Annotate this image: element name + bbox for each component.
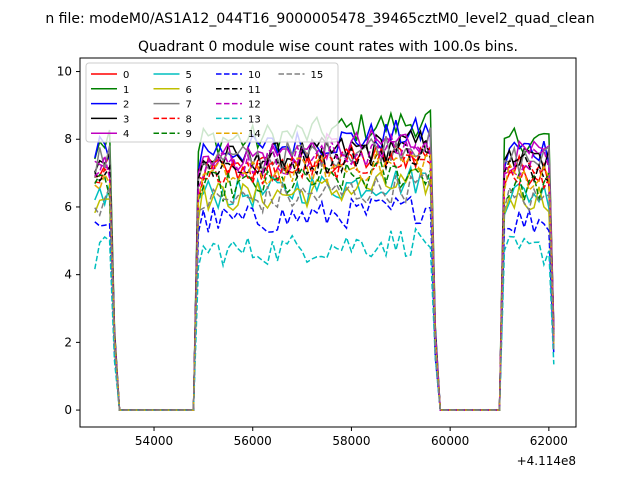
figure-suptitle: n file: modeM0/AS1A12_044T16_9000005478_… xyxy=(45,11,594,27)
legend-label-11: 11 xyxy=(248,85,261,96)
x-tick-label: 54000 xyxy=(135,434,173,448)
series-line-6 xyxy=(94,167,555,411)
legend-label-3: 3 xyxy=(123,114,129,125)
y-tick-label: 6 xyxy=(64,200,72,214)
legend-label-15: 15 xyxy=(311,70,324,81)
legend-label-14: 14 xyxy=(248,129,261,140)
y-tick-label: 0 xyxy=(64,403,72,417)
legend-label-7: 7 xyxy=(186,100,192,111)
x-tick-label: 58000 xyxy=(332,434,370,448)
series-line-4 xyxy=(94,127,555,411)
legend-label-1: 1 xyxy=(123,85,129,96)
legend-box xyxy=(85,62,339,143)
series-line-13 xyxy=(94,226,555,411)
legend-label-6: 6 xyxy=(186,85,192,96)
legend-label-9: 9 xyxy=(186,129,192,140)
y-tick-label: 2 xyxy=(64,335,72,349)
y-tick-label: 8 xyxy=(64,132,72,146)
series-line-15 xyxy=(94,172,555,411)
series-line-5 xyxy=(94,164,555,411)
data-layer xyxy=(94,108,555,411)
legend-label-5: 5 xyxy=(186,70,192,81)
legend-label-12: 12 xyxy=(248,100,261,111)
y-tick-label: 4 xyxy=(64,268,72,282)
plot-frame xyxy=(79,57,577,428)
legend-label-2: 2 xyxy=(123,100,129,111)
legend-label-4: 4 xyxy=(123,129,129,140)
x-offset-label: +4.114e8 xyxy=(517,454,576,468)
series-line-9 xyxy=(94,161,555,411)
series-line-12 xyxy=(94,132,555,411)
x-tick-label: 56000 xyxy=(234,434,272,448)
y-tick-label: 10 xyxy=(57,65,72,79)
x-tick-label: 62000 xyxy=(530,434,568,448)
legend-label-8: 8 xyxy=(186,114,192,125)
series-line-7 xyxy=(94,127,555,411)
series-line-10 xyxy=(94,195,555,411)
series-line-0 xyxy=(94,143,555,411)
x-tick-label: 60000 xyxy=(431,434,469,448)
chart-title: Quadrant 0 module wise count rates with … xyxy=(138,39,518,55)
legend-label-13: 13 xyxy=(248,114,261,125)
legend-label-10: 10 xyxy=(248,70,261,81)
legend-label-0: 0 xyxy=(123,70,129,81)
